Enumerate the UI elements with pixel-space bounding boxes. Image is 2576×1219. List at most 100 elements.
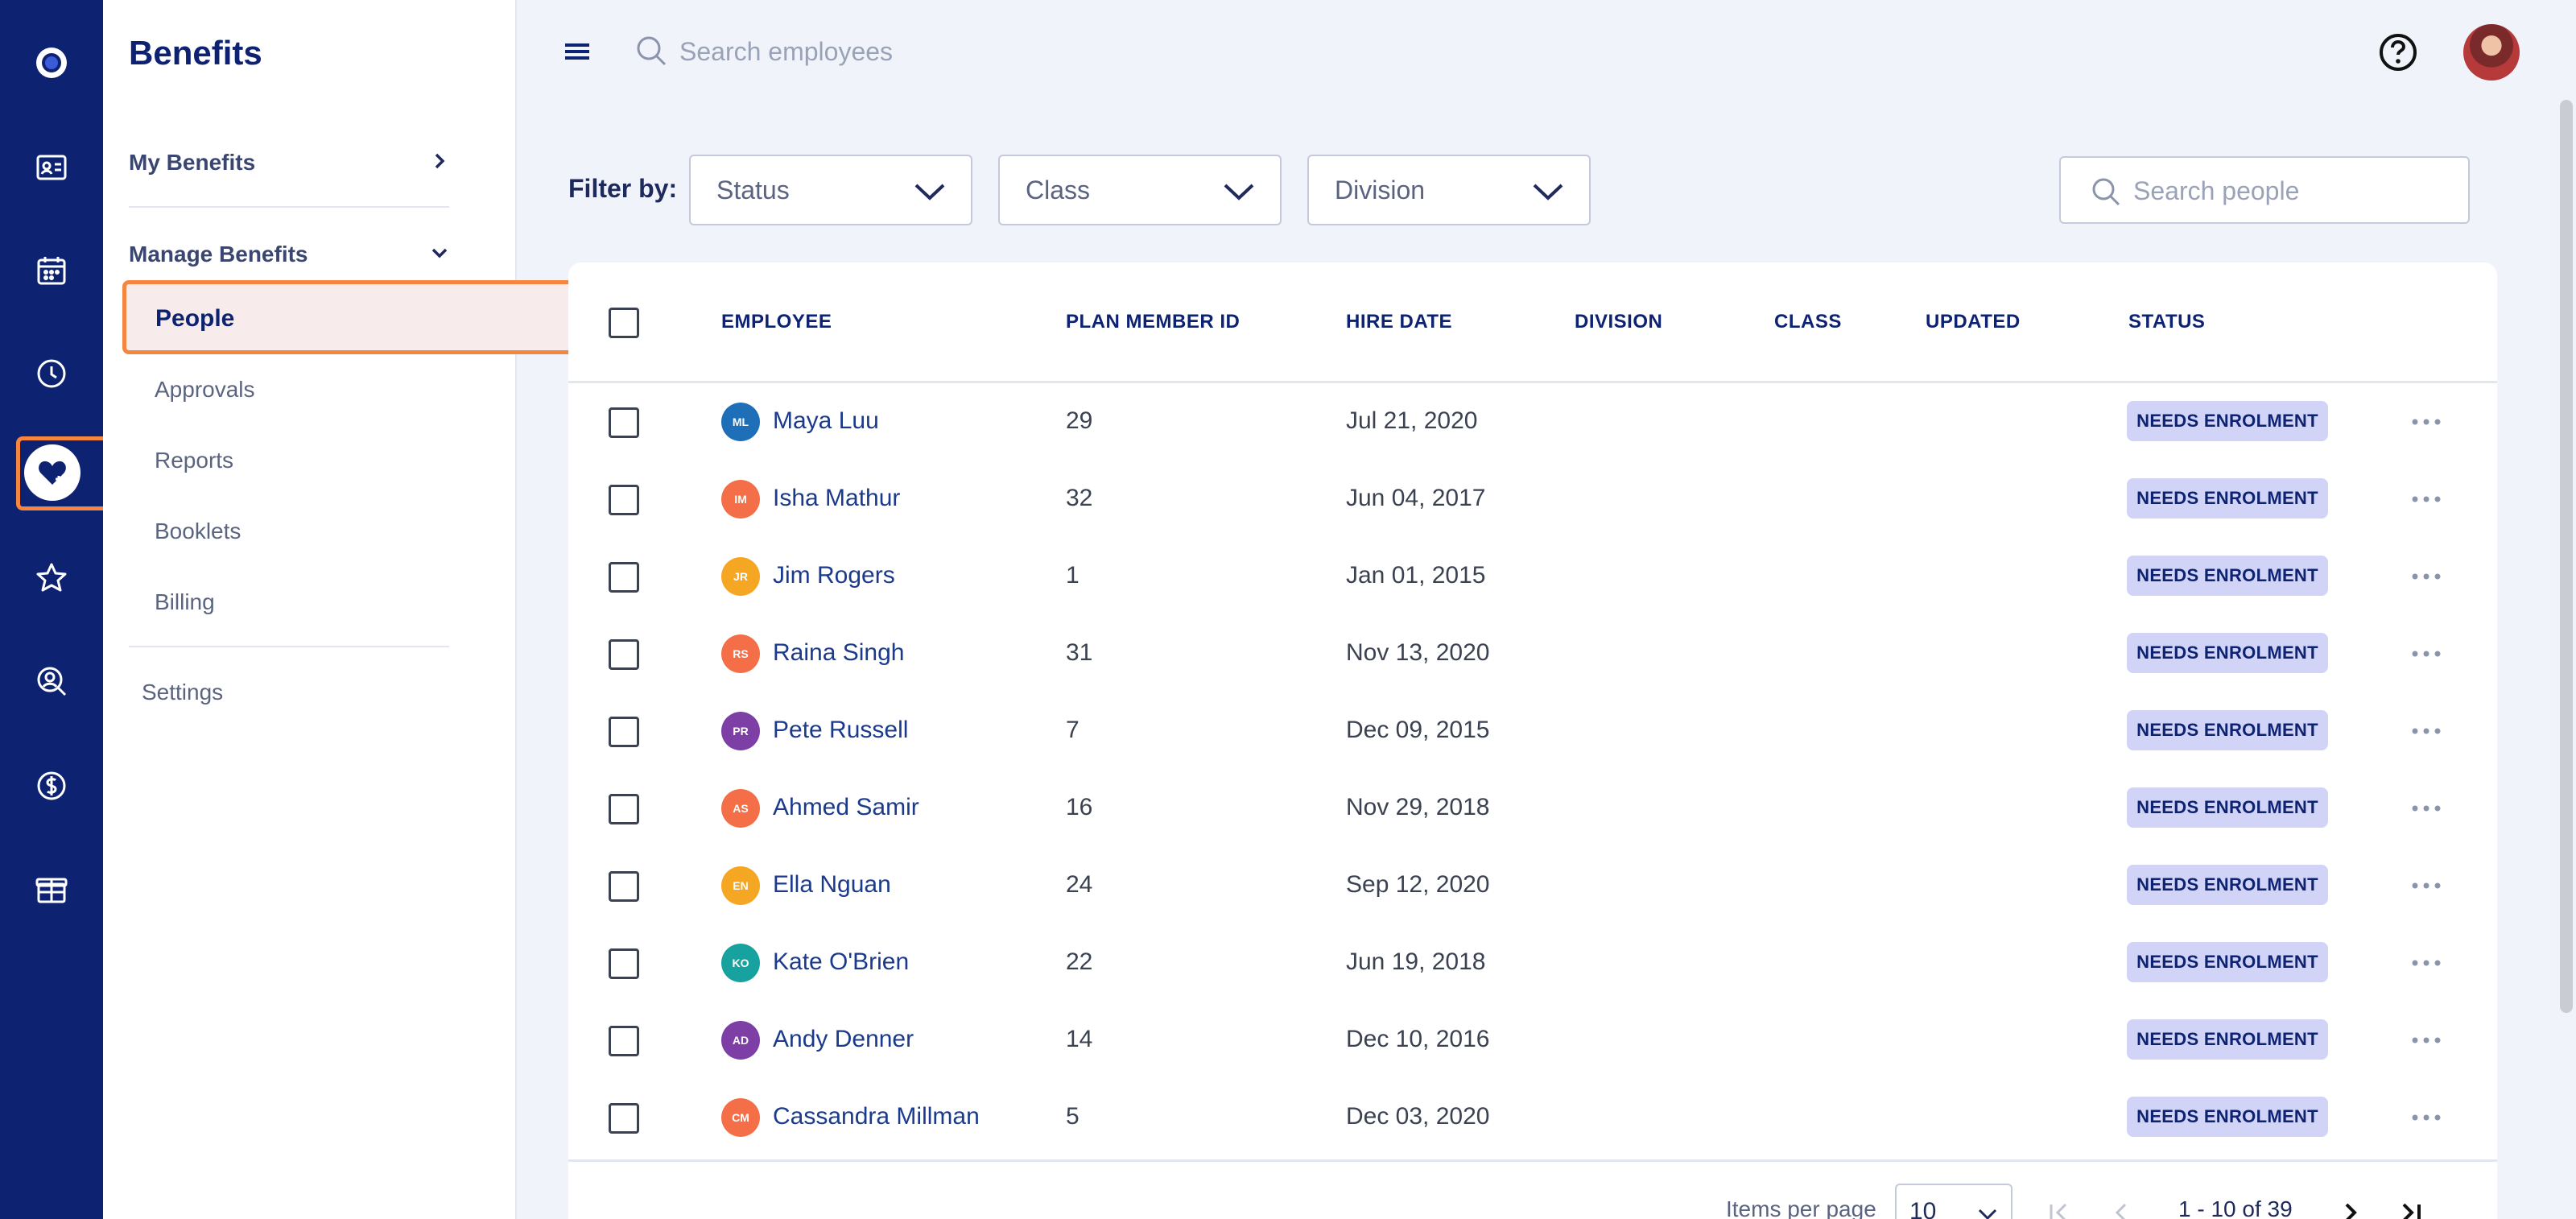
employee-name-link[interactable]: Raina Singh	[773, 639, 905, 666]
previous-page-icon[interactable]	[2107, 1198, 2136, 1219]
sidebar-divider	[129, 646, 449, 647]
pagination-range: 1 - 10 of 39	[2178, 1196, 2293, 1219]
table-header: EMPLOYEE PLAN MEMBER ID HIRE DATE DIVISI…	[568, 262, 2497, 383]
row-checkbox[interactable]	[609, 1103, 639, 1134]
search-people-box[interactable]	[2059, 156, 2470, 224]
column-header-updated[interactable]: UPDATED	[1926, 311, 2021, 333]
sidebar-item-booklets[interactable]: Booklets	[155, 519, 242, 543]
hamburger-menu-icon[interactable]	[562, 37, 594, 66]
sidebar-section-manage-benefits[interactable]: Manage Benefits	[129, 242, 308, 267]
column-header-employee[interactable]: EMPLOYEE	[721, 311, 832, 333]
select-all-checkbox[interactable]	[609, 308, 639, 338]
search-people-input[interactable]	[2133, 171, 2455, 211]
column-header-plan-member-id[interactable]: PLAN MEMBER ID	[1066, 311, 1241, 333]
column-header-hire-date[interactable]: HIRE DATE	[1346, 311, 1453, 333]
plan-member-id: 1	[1066, 562, 1080, 589]
id-card-icon[interactable]	[26, 142, 77, 193]
sidebar-item-approvals[interactable]: Approvals	[155, 377, 255, 402]
more-actions-icon[interactable]	[2410, 721, 2442, 741]
row-checkbox[interactable]	[609, 1026, 639, 1056]
hire-date: Nov 29, 2018	[1346, 794, 1490, 820]
table-row[interactable]: AD Andy Denner 14 Dec 10, 2016 NEEDS ENR…	[568, 1002, 2497, 1079]
status-filter-select[interactable]: Status	[689, 155, 972, 225]
star-badge-icon[interactable]	[26, 552, 77, 604]
row-checkbox[interactable]	[609, 639, 639, 670]
sidebar-item-reports[interactable]: Reports	[155, 448, 234, 473]
plan-member-id: 5	[1066, 1103, 1080, 1130]
sidebar-item-billing[interactable]: Billing	[155, 589, 215, 614]
next-page-icon[interactable]	[2336, 1198, 2365, 1219]
employee-name-link[interactable]: Maya Luu	[773, 407, 879, 434]
last-page-icon[interactable]	[2397, 1198, 2426, 1219]
employee-name-link[interactable]: Andy Denner	[773, 1026, 914, 1052]
chevron-down-icon[interactable]	[428, 242, 451, 264]
row-checkbox[interactable]	[609, 407, 639, 438]
first-page-icon[interactable]	[2045, 1198, 2074, 1219]
search-person-icon[interactable]	[26, 655, 77, 707]
plan-member-id: 22	[1066, 948, 1093, 975]
division-filter-value: Division	[1335, 176, 1426, 205]
user-avatar[interactable]	[2463, 24, 2520, 81]
more-actions-icon[interactable]	[2410, 799, 2442, 818]
clock-icon[interactable]	[26, 348, 77, 399]
table-row[interactable]: KO Kate O'Brien 22 Jun 19, 2018 NEEDS EN…	[568, 924, 2497, 1002]
employee-name-link[interactable]: Jim Rogers	[773, 562, 895, 589]
table-row[interactable]: IM Isha Mathur 32 Jun 04, 2017 NEEDS ENR…	[568, 461, 2497, 538]
scrollbar-thumb[interactable]	[2560, 100, 2573, 1013]
row-checkbox[interactable]	[609, 562, 639, 593]
search-employees-input[interactable]	[679, 31, 1323, 72]
column-header-division[interactable]: DIVISION	[1575, 311, 1663, 333]
class-filter-select[interactable]: Class	[998, 155, 1282, 225]
table-row[interactable]: PR Pete Russell 7 Dec 09, 2015 NEEDS ENR…	[568, 692, 2497, 770]
employee-name-link[interactable]: Kate O'Brien	[773, 948, 910, 975]
more-actions-icon[interactable]	[2410, 644, 2442, 663]
division-filter-select[interactable]: Division	[1307, 155, 1591, 225]
chevron-right-icon[interactable]	[428, 150, 451, 172]
row-checkbox[interactable]	[609, 717, 639, 747]
gift-box-icon[interactable]	[26, 863, 77, 915]
more-actions-icon[interactable]	[2410, 1108, 2442, 1127]
row-checkbox[interactable]	[609, 794, 639, 824]
more-actions-icon[interactable]	[2410, 1031, 2442, 1050]
table-row[interactable]: AS Ahmed Samir 16 Nov 29, 2018 NEEDS ENR…	[568, 770, 2497, 847]
employee-name-link[interactable]: Ahmed Samir	[773, 794, 919, 820]
heart-benefits-icon[interactable]	[24, 444, 80, 501]
chevron-down-icon	[1533, 184, 1563, 200]
row-checkbox[interactable]	[609, 871, 639, 902]
logo-icon[interactable]	[26, 37, 77, 89]
employee-name-link[interactable]: Ella Nguan	[773, 871, 891, 898]
sidebar-item-label: People	[155, 305, 235, 332]
more-actions-icon[interactable]	[2410, 567, 2442, 586]
column-header-status[interactable]: STATUS	[2128, 311, 2206, 333]
calendar-icon[interactable]	[26, 245, 77, 296]
more-actions-icon[interactable]	[2410, 490, 2442, 509]
table-row[interactable]: JR Jim Rogers 1 Jan 01, 2015 NEEDS ENROL…	[568, 538, 2497, 615]
sidebar-item-people[interactable]: People	[122, 280, 591, 354]
employee-avatar: IM	[721, 480, 760, 519]
column-header-class[interactable]: CLASS	[1774, 311, 1842, 333]
more-actions-icon[interactable]	[2410, 876, 2442, 895]
table-row[interactable]: ML Maya Luu 29 Jul 21, 2020 NEEDS ENROLM…	[568, 383, 2497, 461]
row-checkbox[interactable]	[609, 485, 639, 515]
hire-date: Nov 13, 2020	[1346, 639, 1490, 666]
employee-name-link[interactable]: Pete Russell	[773, 717, 909, 743]
more-actions-icon[interactable]	[2410, 412, 2442, 432]
status-badge: NEEDS ENROLMENT	[2127, 556, 2328, 596]
table-row[interactable]: RS Raina Singh 31 Nov 13, 2020 NEEDS ENR…	[568, 615, 2497, 692]
dollar-icon[interactable]	[26, 760, 77, 812]
employee-avatar: CM	[721, 1098, 760, 1137]
sidebar-item-settings[interactable]: Settings	[142, 680, 224, 705]
sidebar-section-my-benefits[interactable]: My Benefits	[129, 150, 256, 175]
status-badge: NEEDS ENROLMENT	[2127, 942, 2328, 982]
more-actions-icon[interactable]	[2410, 953, 2442, 973]
items-per-page-select[interactable]: 10	[1895, 1184, 2013, 1219]
row-checkbox[interactable]	[609, 948, 639, 979]
table-row[interactable]: EN Ella Nguan 24 Sep 12, 2020 NEEDS ENRO…	[568, 847, 2497, 924]
help-icon[interactable]	[2378, 32, 2418, 72]
employee-name-link[interactable]: Cassandra Millman	[773, 1103, 980, 1130]
employee-name-link[interactable]: Isha Mathur	[773, 485, 901, 511]
hire-date: Sep 12, 2020	[1346, 871, 1490, 898]
status-badge: NEEDS ENROLMENT	[2127, 1097, 2328, 1137]
table-row[interactable]: CM Cassandra Millman 5 Dec 03, 2020 NEED…	[568, 1079, 2497, 1156]
plan-member-id: 7	[1066, 717, 1080, 743]
